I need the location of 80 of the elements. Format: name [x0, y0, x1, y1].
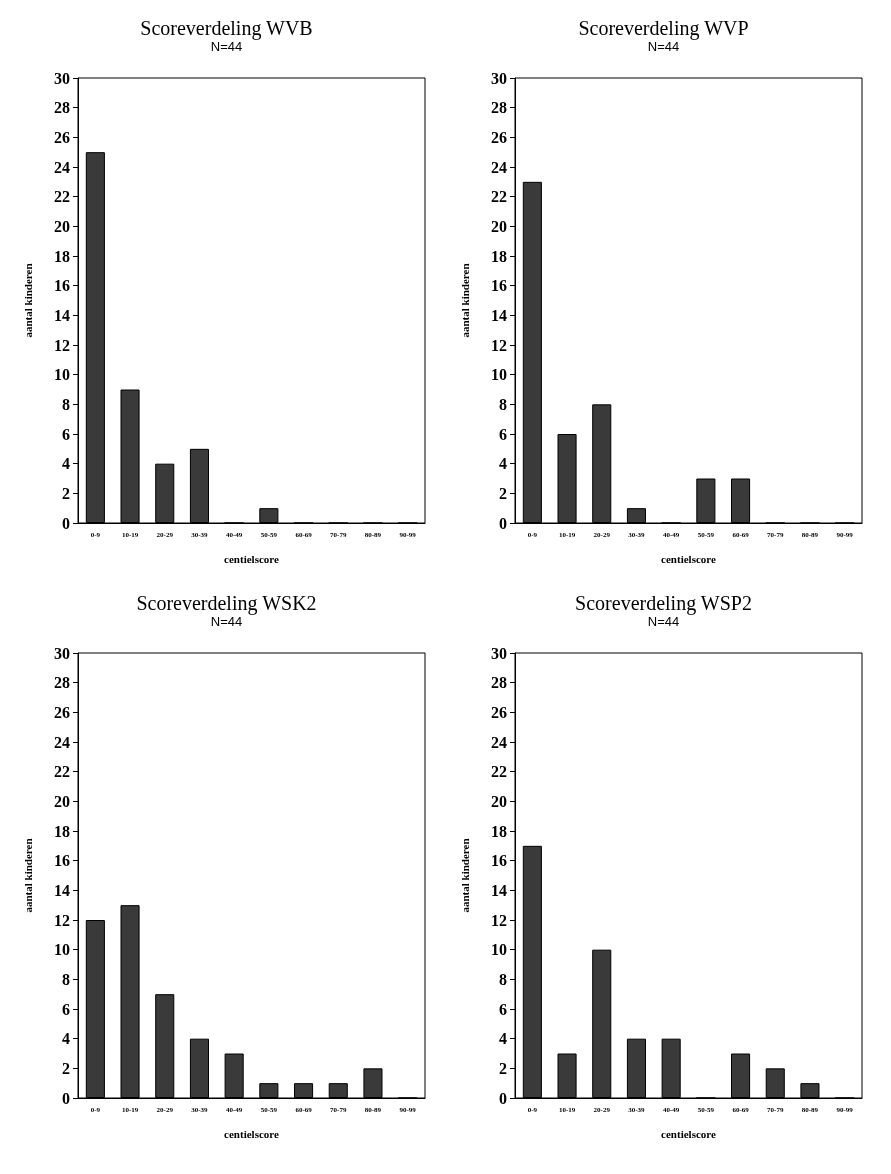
chart-subtitle: N=44: [647, 39, 680, 54]
y-tick-label: 24: [491, 158, 507, 176]
y-tick-label: 28: [54, 99, 70, 117]
y-tick-label: 6: [62, 425, 70, 443]
y-tick-label: 18: [54, 822, 70, 840]
y-tick-label: 0: [499, 1089, 507, 1107]
y-tick-label: 10: [491, 366, 507, 384]
y-tick-label: 26: [54, 703, 70, 721]
y-tick-label: 14: [491, 306, 507, 324]
y-tick-label: 24: [491, 733, 507, 751]
y-tick-label: 20: [491, 217, 507, 235]
y-tick-label: 2: [499, 1059, 507, 1077]
y-tick-label: 4: [499, 455, 507, 473]
y-tick-label: 0: [62, 1089, 70, 1107]
y-tick-label: 12: [54, 911, 70, 929]
y-axis-title: aantal kinderen: [21, 263, 34, 338]
y-tick-label: 0: [62, 514, 70, 532]
y-tick-label: 4: [62, 455, 70, 473]
y-tick-label: 26: [491, 703, 507, 721]
y-tick-label: 6: [499, 425, 507, 443]
y-tick-label: 28: [54, 674, 70, 692]
y-tick-label: 22: [54, 188, 70, 206]
x-axis-title: centielscore: [661, 552, 716, 565]
y-tick-label: 10: [54, 941, 70, 959]
y-tick-label: 12: [54, 336, 70, 354]
y-tick-label: 2: [499, 484, 507, 502]
y-tick-label: 8: [62, 395, 70, 413]
y-tick-label: 18: [491, 822, 507, 840]
y-tick-label: 6: [62, 1000, 70, 1018]
y-tick-label: 24: [54, 733, 70, 751]
chart-title: Scoreverdeling WSK2: [136, 592, 317, 615]
chart-subtitle: N=44: [210, 39, 243, 54]
x-axis-title: centielscore: [224, 552, 279, 565]
chart-subtitle: N=44: [210, 614, 243, 629]
y-tick-label: 16: [54, 277, 70, 295]
y-tick-label: 16: [54, 852, 70, 870]
chart-subtitle: N=44: [647, 614, 680, 629]
chart-title: Scoreverdeling WVP: [578, 17, 749, 40]
y-tick-label: 30: [491, 644, 507, 662]
chart-title: Scoreverdeling WVB: [140, 17, 313, 40]
y-tick-label: 8: [499, 395, 507, 413]
y-tick-label: 28: [491, 674, 507, 692]
y-tick-label: 14: [491, 881, 507, 899]
y-tick-label: 22: [491, 188, 507, 206]
y-tick-label: 2: [62, 484, 70, 502]
y-tick-label: 6: [499, 1000, 507, 1018]
y-tick-label: 26: [54, 128, 70, 146]
y-tick-label: 8: [499, 970, 507, 988]
y-tick-label: 30: [54, 644, 70, 662]
y-tick-label: 16: [491, 277, 507, 295]
y-axis-title: aantal kinderen: [21, 838, 34, 913]
y-tick-label: 30: [54, 69, 70, 87]
y-tick-label: 24: [54, 158, 70, 176]
y-tick-label: 4: [499, 1030, 507, 1048]
y-tick-label: 20: [491, 792, 507, 810]
y-tick-label: 22: [491, 763, 507, 781]
y-tick-label: 18: [54, 247, 70, 265]
y-tick-label: 8: [62, 970, 70, 988]
y-tick-label: 26: [491, 128, 507, 146]
y-tick-label: 4: [62, 1030, 70, 1048]
y-tick-label: 10: [491, 941, 507, 959]
y-tick-label: 20: [54, 792, 70, 810]
y-tick-label: 14: [54, 306, 70, 324]
y-tick-label: 2: [62, 1059, 70, 1077]
y-axis-title: aantal kinderen: [458, 263, 471, 338]
y-tick-label: 12: [491, 336, 507, 354]
chart-title: Scoreverdeling WSP2: [575, 592, 752, 615]
y-tick-label: 18: [491, 247, 507, 265]
y-tick-label: 12: [491, 911, 507, 929]
y-tick-label: 16: [491, 852, 507, 870]
y-axis-title: aantal kinderen: [458, 838, 471, 913]
x-axis-title: centielscore: [661, 1127, 716, 1140]
y-tick-label: 0: [499, 514, 507, 532]
y-tick-label: 22: [54, 763, 70, 781]
y-tick-label: 10: [54, 366, 70, 384]
y-tick-label: 20: [54, 217, 70, 235]
y-tick-label: 30: [491, 69, 507, 87]
y-tick-label: 28: [491, 99, 507, 117]
x-axis-title: centielscore: [224, 1127, 279, 1140]
y-tick-label: 14: [54, 881, 70, 899]
